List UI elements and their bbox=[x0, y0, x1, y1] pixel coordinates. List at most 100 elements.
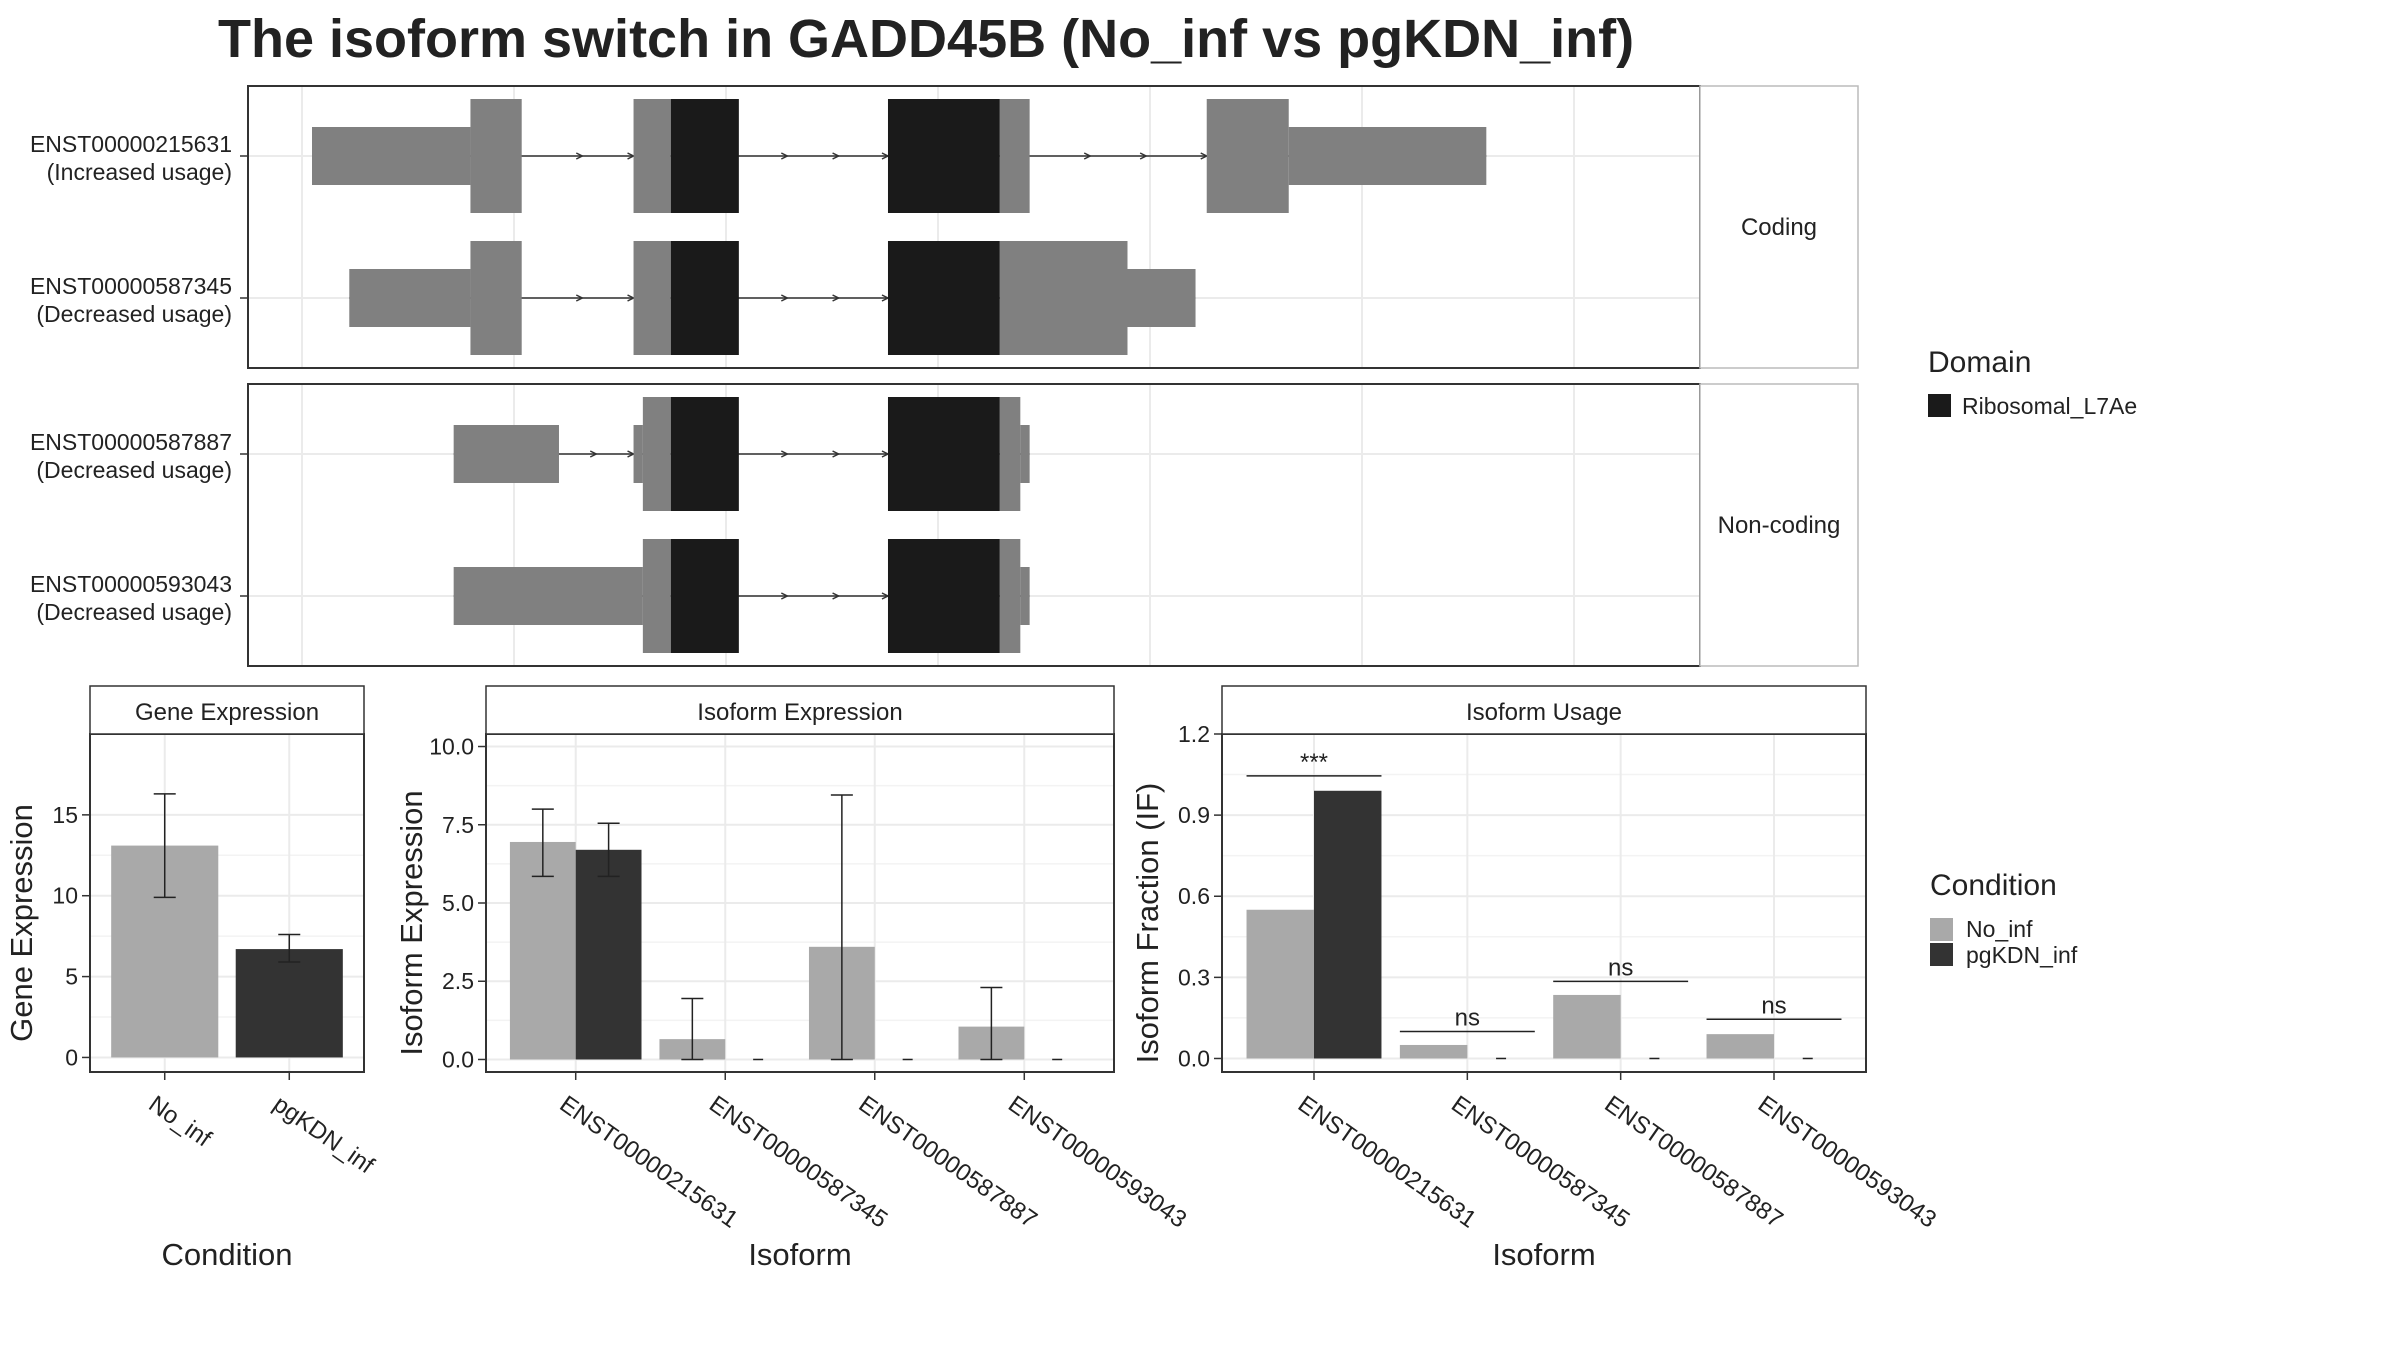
exon bbox=[1127, 269, 1196, 327]
bar-enst00000593043-no_inf bbox=[1706, 1034, 1774, 1059]
significance-label: *** bbox=[1300, 749, 1328, 776]
exon bbox=[633, 99, 671, 213]
exon bbox=[999, 99, 1030, 213]
chart-strip-title: Isoform Expression bbox=[697, 699, 902, 726]
exon bbox=[470, 241, 522, 355]
transcript-usage-label: (Decreased usage) bbox=[36, 301, 232, 327]
domain-exon bbox=[670, 397, 739, 511]
exon bbox=[1206, 99, 1289, 213]
domain-exon bbox=[887, 397, 1000, 511]
chart-strip-title: Isoform Usage bbox=[1466, 699, 1622, 726]
domain-exon bbox=[670, 99, 739, 213]
strand-arrow bbox=[1083, 152, 1092, 160]
isoform-usage-chart: ***ENST00000215631nsENST00000587345nsENS… bbox=[1130, 685, 1941, 1272]
structure-panel-coding: ENST00000215631(Increased usage) ENST0000… bbox=[30, 85, 1859, 369]
strand-arrow bbox=[575, 152, 584, 160]
chart-strip bbox=[89, 685, 365, 735]
domain-exon bbox=[670, 241, 739, 355]
y-tick-label: 7.5 bbox=[442, 812, 474, 838]
facet-strip-label: Non-coding bbox=[1718, 512, 1841, 539]
exon bbox=[642, 539, 671, 653]
bar-enst00000215631-pgkdn_inf bbox=[575, 849, 642, 1060]
exon bbox=[633, 241, 671, 355]
y-tick-label: 10 bbox=[52, 883, 78, 909]
significance-label: ns bbox=[1761, 992, 1786, 1019]
strand-arrow bbox=[832, 450, 841, 458]
bar-enst00000587887-no_inf bbox=[1553, 994, 1621, 1059]
transcript-usage-label: (Decreased usage) bbox=[36, 599, 232, 625]
facet-strip-label: Coding bbox=[1741, 214, 1817, 241]
domain-exon bbox=[887, 99, 1000, 213]
significance-label: ns bbox=[1455, 1004, 1480, 1031]
domain-exon bbox=[887, 539, 1000, 653]
y-tick-label: 0.6 bbox=[1178, 883, 1210, 909]
chart-strip bbox=[485, 685, 1115, 735]
exon bbox=[999, 539, 1021, 653]
structure-panel-noncoding: ENST00000587887(Decreased usage)ENST0000… bbox=[30, 383, 1859, 667]
y-tick-label: 5.0 bbox=[442, 890, 474, 916]
strand-arrow bbox=[780, 592, 789, 600]
exon bbox=[453, 425, 559, 483]
y-axis-title: Gene Expression bbox=[4, 804, 39, 1042]
strand-arrow bbox=[780, 294, 789, 302]
strand-arrow bbox=[575, 294, 584, 302]
domain-legend: Domain Ribosomal_L7Ae bbox=[1928, 346, 2137, 419]
y-tick-label: 0.3 bbox=[1178, 964, 1210, 990]
exon bbox=[470, 99, 522, 213]
condition-legend-label-pgkdn-inf: pgKDN_inf bbox=[1966, 942, 2078, 968]
domain-legend-swatch bbox=[1928, 394, 1951, 417]
x-tick-label: pgKDN_inf bbox=[268, 1091, 379, 1180]
domain-legend-label: Ribosomal_L7Ae bbox=[1962, 393, 2137, 419]
domain-exon bbox=[670, 539, 739, 653]
exon bbox=[633, 425, 643, 483]
bar-enst00000215631-no_inf bbox=[509, 841, 576, 1060]
bar-pgkdn_inf bbox=[235, 949, 343, 1058]
y-axis-title: Isoform Fraction (IF) bbox=[1130, 783, 1165, 1064]
chart-strip bbox=[1221, 685, 1867, 735]
facet-strip bbox=[1699, 383, 1859, 667]
exon bbox=[999, 241, 1128, 355]
domain-exon bbox=[887, 241, 1000, 355]
gene-expression-chart: No_inf pgKDN_inf 0 5 10 15 Gene Expression Cond… bbox=[4, 685, 379, 1272]
y-tick-label: 2.5 bbox=[442, 968, 474, 994]
exon bbox=[1020, 567, 1030, 625]
exon bbox=[999, 397, 1021, 511]
x-axis-title: Isoform bbox=[1492, 1237, 1595, 1272]
transcript-usage-label: (Decreased usage) bbox=[36, 457, 232, 483]
strand-arrow bbox=[780, 450, 789, 458]
strand-arrow bbox=[589, 450, 598, 458]
y-tick-label: 15 bbox=[52, 802, 78, 828]
transcript-id-label: ENST00000587345 bbox=[30, 273, 232, 299]
facet-strip bbox=[1699, 85, 1859, 369]
y-tick-label: 0 bbox=[65, 1044, 78, 1070]
y-tick-label: 5 bbox=[65, 964, 78, 990]
exon bbox=[642, 397, 671, 511]
exon bbox=[1020, 425, 1030, 483]
y-tick-label: 0.9 bbox=[1178, 802, 1210, 828]
exon bbox=[1288, 127, 1487, 185]
strand-arrow bbox=[832, 152, 841, 160]
chart-strip-title: Gene Expression bbox=[135, 699, 319, 726]
condition-legend-swatch-no-inf bbox=[1930, 918, 1953, 941]
y-tick-label: 0.0 bbox=[442, 1046, 474, 1072]
transcript-usage-label: (Increased usage) bbox=[47, 159, 232, 185]
domain-legend-title: Domain bbox=[1928, 346, 2031, 379]
isoform-expression-chart: ENST00000215631ENST00000587345ENST000005… bbox=[394, 685, 1191, 1272]
bar-enst00000587345-no_inf bbox=[1399, 1044, 1468, 1059]
exon bbox=[453, 567, 643, 625]
transcript-id-label: ENST00000587887 bbox=[30, 429, 232, 455]
y-tick-label: 10.0 bbox=[429, 734, 474, 760]
strand-arrow bbox=[832, 294, 841, 302]
condition-legend-title: Condition bbox=[1930, 869, 2057, 902]
y-tick-label: 1.2 bbox=[1178, 721, 1210, 747]
condition-legend: Condition No_inf pgKDN_inf bbox=[1930, 869, 2078, 968]
transcript-id-label: ENST00000593043 bbox=[30, 571, 232, 597]
exon bbox=[349, 269, 471, 327]
x-axis-title: Isoform bbox=[748, 1237, 851, 1272]
figure-title: The isoform switch in GADD45B (No_inf vs… bbox=[218, 9, 1634, 69]
x-axis-title: Condition bbox=[162, 1237, 293, 1272]
strand-arrow bbox=[780, 152, 789, 160]
bar-enst00000215631-no_inf bbox=[1246, 909, 1314, 1059]
